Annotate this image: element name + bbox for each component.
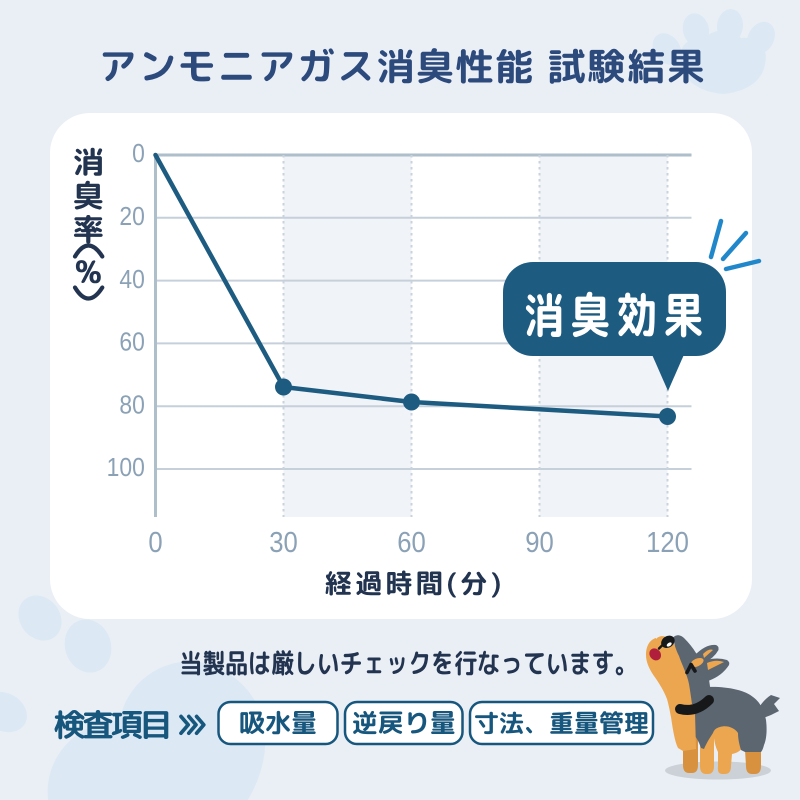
svg-text:120: 120 xyxy=(646,526,689,559)
svg-text:0: 0 xyxy=(148,526,162,559)
svg-text:80: 80 xyxy=(119,391,144,420)
svg-text:40: 40 xyxy=(119,266,144,295)
svg-text:100: 100 xyxy=(107,454,145,483)
svg-text:60: 60 xyxy=(119,328,144,357)
svg-text:90: 90 xyxy=(525,526,554,559)
svg-text:0: 0 xyxy=(132,140,145,169)
svg-text:60: 60 xyxy=(397,526,426,559)
svg-text:30: 30 xyxy=(269,526,298,559)
svg-text:20: 20 xyxy=(119,203,144,232)
